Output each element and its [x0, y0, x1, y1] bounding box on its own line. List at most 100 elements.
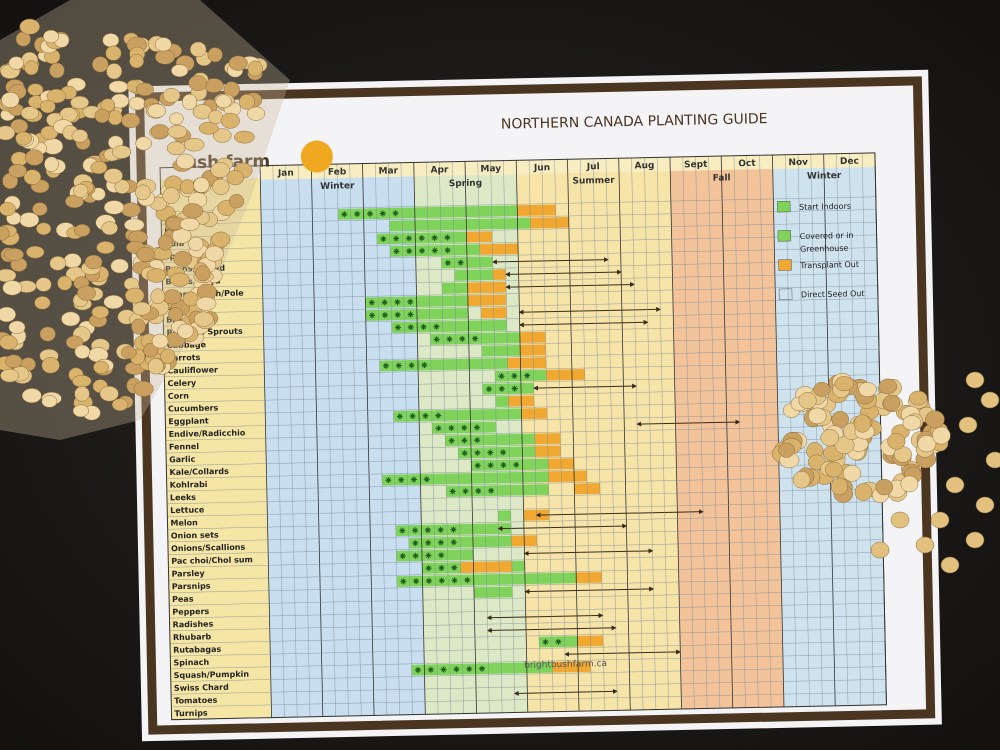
seed — [103, 168, 123, 184]
row-line — [170, 653, 886, 670]
seed — [212, 178, 230, 195]
transplant-bar — [517, 204, 556, 217]
start-indoors-mark — [453, 666, 460, 673]
seed — [162, 88, 181, 103]
week-line — [310, 164, 324, 717]
row-line — [165, 412, 881, 428]
legend-swatch — [777, 230, 792, 242]
row-line — [162, 272, 878, 289]
seed — [106, 63, 123, 80]
week-line — [746, 155, 759, 708]
seed — [8, 56, 25, 70]
seed — [975, 496, 995, 514]
seed — [103, 200, 125, 215]
covered-bar — [495, 396, 509, 408]
covered-bar — [454, 269, 494, 281]
seed — [915, 536, 935, 554]
crop-label: Fennel — [169, 442, 200, 452]
week-line — [387, 163, 400, 715]
seed — [211, 231, 231, 248]
start-indoors-mark — [413, 578, 420, 585]
seed — [91, 305, 110, 319]
row-line — [171, 679, 886, 695]
seed — [121, 202, 141, 218]
start-indoors-mark — [462, 488, 469, 495]
seed — [143, 342, 159, 358]
start-indoors-mark — [472, 335, 479, 342]
week-line — [797, 154, 810, 707]
start-indoors-mark — [423, 476, 430, 483]
start-indoors-mark — [500, 462, 507, 469]
week-line — [336, 164, 349, 716]
start-indoors-mark — [437, 526, 444, 533]
crop-label: Parsnips — [172, 581, 211, 591]
seed — [110, 258, 129, 274]
seed-bag — [0, 0, 290, 440]
start-indoors-mark — [475, 487, 482, 494]
start-indoors-mark — [464, 577, 471, 584]
season-label: Winter — [807, 171, 842, 182]
start-indoors-mark — [451, 577, 458, 584]
seed — [105, 45, 122, 61]
start-indoors-mark — [450, 539, 457, 546]
crop-label: Spinach — [173, 658, 209, 668]
seed — [778, 442, 795, 458]
row-line — [164, 374, 880, 390]
seed — [193, 177, 210, 193]
seed — [183, 138, 205, 152]
row-line — [167, 514, 883, 530]
seed — [103, 294, 124, 310]
seed — [147, 103, 166, 118]
seed — [131, 318, 146, 335]
week-line — [298, 164, 311, 717]
seed — [902, 415, 922, 431]
seed — [26, 245, 45, 259]
week-line — [618, 158, 631, 711]
row-line — [164, 361, 880, 378]
month-label: Mar — [378, 166, 398, 176]
crop-label: Kohlrabi — [170, 480, 208, 490]
seed — [890, 511, 910, 529]
start-indoors-mark — [474, 462, 481, 469]
covered-bar — [481, 345, 521, 357]
start-indoors-mark — [393, 248, 400, 255]
month-label: Sept — [684, 160, 708, 171]
start-indoors-mark — [474, 437, 481, 444]
covered-bar — [473, 586, 513, 599]
week-line — [772, 154, 785, 707]
seed — [958, 416, 978, 434]
seed — [96, 241, 115, 254]
seed — [198, 121, 219, 135]
row-line — [170, 628, 885, 644]
start-indoors-mark — [444, 259, 451, 266]
start-indoors-mark — [435, 425, 442, 432]
seed — [155, 49, 175, 65]
crop-label: gula — [165, 239, 185, 248]
transplant-bar — [467, 281, 507, 294]
seed — [166, 141, 186, 156]
seed — [128, 96, 146, 111]
seed — [46, 88, 67, 104]
legend-label: Direct Seed Out — [801, 289, 865, 299]
legend-label: Covered or in — [800, 231, 854, 241]
legend-swatch — [778, 288, 793, 300]
start-indoors-mark — [448, 424, 455, 432]
week-line — [605, 158, 618, 711]
start-indoors-mark — [407, 311, 414, 318]
week-line — [285, 165, 298, 718]
seed — [162, 187, 180, 204]
crop-label: Onion sets — [171, 530, 219, 540]
week-line — [528, 160, 541, 712]
seed — [108, 80, 129, 94]
start-indoors-mark — [381, 299, 388, 306]
month-label: Apr — [431, 165, 450, 175]
transplant-bar — [467, 294, 507, 306]
month-label: Jun — [533, 163, 550, 173]
seed — [72, 374, 92, 388]
row-line — [166, 463, 882, 479]
start-indoors-mark — [511, 372, 518, 379]
seed — [798, 392, 817, 409]
direct-seed-arrow — [535, 509, 704, 518]
start-indoors-mark — [418, 235, 425, 242]
covered-bar — [389, 217, 531, 232]
